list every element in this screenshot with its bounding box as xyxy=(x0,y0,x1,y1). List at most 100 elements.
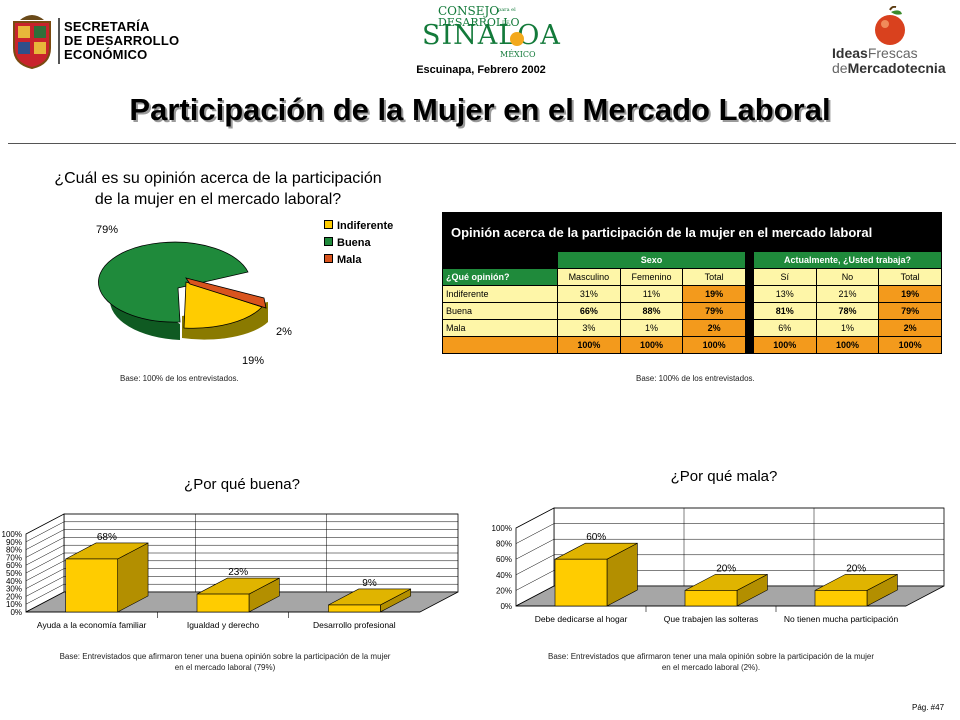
x-category-label: Ayuda a la economía familiar xyxy=(37,620,147,630)
bar xyxy=(684,590,738,607)
x-category-label: Que trabajen las solteras xyxy=(664,614,759,624)
secretaria-line2: DE DESARROLLO xyxy=(64,33,180,48)
consejo-line1: CONSEJO xyxy=(438,4,500,18)
pie-question-line2: de la mujer en el mercado laboral? xyxy=(94,191,342,208)
y-tick-label: 60% xyxy=(6,561,22,570)
legend-swatch-indiferente xyxy=(324,220,333,229)
legend-swatch-mala xyxy=(324,254,333,263)
table-cell: 100% xyxy=(752,336,817,354)
table-row: Indiferente 31% 11% 19% 13% 21% 19% xyxy=(442,285,942,303)
row-label: Indiferente xyxy=(442,285,558,303)
pie-slice-mala xyxy=(185,277,267,309)
legend-item-indiferente: Indiferente xyxy=(324,218,393,235)
col-header: Total xyxy=(878,268,942,286)
col-header: No xyxy=(815,268,880,286)
table-cell: 21% xyxy=(815,285,880,303)
table-row: Mala 3% 1% 2% 6% 1% 2% xyxy=(442,319,942,337)
row-label: Buena xyxy=(442,302,558,320)
y-tick-label: 100% xyxy=(2,530,22,539)
legend-swatch-buena xyxy=(324,237,333,246)
table-gap xyxy=(744,285,754,303)
mala-chart: 0% 20% 40% 60% 80% 100% 60% Debe dedicarse al h… xyxy=(480,486,958,640)
state-seal-logo xyxy=(10,12,54,70)
table-cell: 100% xyxy=(682,336,746,354)
pie-question: ¿Cuál es su opinión acerca de la partici… xyxy=(38,168,398,210)
secretaria-name: SECRETARÍA DE DESARROLLO ECONÓMICO xyxy=(64,20,179,62)
x-category-label: No tienen mucha participación xyxy=(784,614,899,624)
y-tick-label: 0% xyxy=(10,608,22,617)
table-cell: 81% xyxy=(752,302,817,320)
table-cell: 100% xyxy=(815,336,880,354)
bar-value-label: 68% xyxy=(97,532,117,543)
table-cell: 13% xyxy=(752,285,817,303)
table-group-sexo: Sexo xyxy=(557,251,746,269)
bar xyxy=(328,604,381,613)
ideas-word: Ideas xyxy=(832,45,868,61)
title-rule xyxy=(8,143,956,144)
page-title: Participación de la Mujer en el Mercado … xyxy=(129,92,831,127)
mercadotecnia-word: Mercadotecnia xyxy=(847,60,946,76)
secretaria-line1: SECRETARÍA xyxy=(64,19,150,34)
legend-label-indiferente: Indiferente xyxy=(337,220,394,232)
y-tick-label: 100% xyxy=(492,524,512,533)
mala-base-line1: Base: Entrevistados que afirmaron tener … xyxy=(548,652,874,661)
bar xyxy=(554,558,608,607)
y-tick-label: 80% xyxy=(496,540,512,549)
bar-value-label: 60% xyxy=(586,532,606,543)
row-label: Mala xyxy=(442,319,558,337)
consejo-de: DE xyxy=(502,20,510,26)
table-title: Opinión acerca de la participación de la… xyxy=(442,212,942,252)
frescas-word: Frescas xyxy=(867,45,918,61)
col-header: Femenino xyxy=(619,268,684,286)
table-cell: 100% xyxy=(557,336,621,354)
y-tick-label: 40% xyxy=(6,577,22,586)
pie-base-note: Base: 100% de los entrevistados. xyxy=(120,374,239,383)
table-gap xyxy=(744,268,754,286)
table-row-header: ¿Qué opinión? xyxy=(442,268,558,286)
y-tick-label: 60% xyxy=(496,555,512,564)
buena-chart-svg: 0%10%20%30%40%50%60%70%80%90%100% 68% Ayud… xyxy=(2,513,459,630)
mala-base-note: Base: Entrevistados que afirmaron tener … xyxy=(506,651,916,673)
pie-label-buena: 79% xyxy=(96,224,118,236)
x-category-label: Debe dedicarse al hogar xyxy=(535,614,628,624)
secretaria-line3: ECONÓMICO xyxy=(64,47,148,62)
table-base-note: Base: 100% de los entrevistados. xyxy=(636,374,755,383)
bar-value-label: 9% xyxy=(362,578,377,589)
y-tick-label: 10% xyxy=(6,600,22,609)
page-number: Pág. #47 xyxy=(912,703,945,712)
table-gap xyxy=(744,302,754,320)
table-cell: 11% xyxy=(619,285,684,303)
y-tick-label: 20% xyxy=(6,592,22,601)
row-label xyxy=(442,336,558,354)
table-cell: 6% xyxy=(752,319,817,337)
pie-label-indiferente: 19% xyxy=(242,355,264,367)
pie-label-mala: 2% xyxy=(276,326,292,338)
buena-base-note: Base: Entrevistados que afirmaron tener … xyxy=(20,651,430,673)
table-cell: 79% xyxy=(878,302,942,320)
y-tick-label: 70% xyxy=(6,553,22,562)
table-cell: 19% xyxy=(682,285,746,303)
consejo-line3: SINALOA xyxy=(422,20,561,51)
buena-chart-title: ¿Por qué buena? xyxy=(184,476,300,493)
secretaria-divider xyxy=(58,18,60,64)
table-group-trabaja: Actualmente, ¿Usted trabaja? xyxy=(752,251,943,269)
de-word: de xyxy=(832,60,848,76)
buena-chart: 0% 10% 20% 30% 40% 50% 60% 70% 80% 90% 100% 68% Ayud… xyxy=(0,494,460,640)
buena-base-line1: Base: Entrevistados que afirmaron tener … xyxy=(59,652,391,661)
col-header: Sí xyxy=(752,268,817,286)
legend-label-mala: Mala xyxy=(337,254,362,266)
table-gap xyxy=(744,319,754,337)
table-gap xyxy=(744,251,754,269)
col-header: Masculino xyxy=(557,268,621,286)
table-row: Buena 66% 88% 79% 81% 78% 79% xyxy=(442,302,942,320)
y-tick-label: 0% xyxy=(500,602,512,611)
y-tick-label: 80% xyxy=(6,546,22,555)
report-date: Escuinapa, Febrero 2002 xyxy=(416,64,546,76)
pie-slice-indiferente xyxy=(183,281,263,329)
y-tick-label: 40% xyxy=(496,571,512,580)
bar xyxy=(65,558,118,613)
table-corner xyxy=(442,251,558,269)
y-tick-label: 50% xyxy=(6,569,22,578)
table-cell: 79% xyxy=(682,302,746,320)
col-header: Total xyxy=(682,268,746,286)
